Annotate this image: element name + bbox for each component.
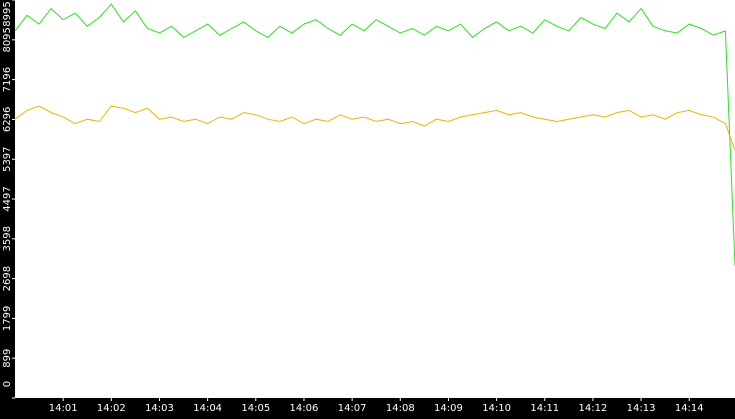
plot-area: [15, 0, 735, 398]
y-tick-label: 4497: [2, 186, 13, 211]
x-tick-label: 14:09: [434, 403, 463, 414]
x-tick-label: 14:10: [482, 403, 511, 414]
x-tick-label: 14:05: [241, 403, 270, 414]
series-line: [14, 105, 735, 151]
y-tick-label: 7196: [2, 67, 13, 92]
x-tick-label: 14:06: [290, 403, 319, 414]
x-tick-label: 14:07: [338, 403, 367, 414]
y-tick-label: 8995: [2, 1, 13, 26]
x-tick-label: 14:08: [386, 403, 415, 414]
y-tick-label: 0: [2, 381, 13, 387]
y-tick-label: 6296: [2, 107, 13, 132]
y-tick-label: 1799: [2, 306, 13, 331]
y-tick-label: 899: [2, 349, 13, 368]
y-tick-label: 3598: [2, 226, 13, 251]
x-tick-label: 14:12: [579, 403, 608, 414]
x-tick-label: 14:11: [530, 403, 559, 414]
y-tick-label: 5397: [2, 146, 13, 171]
x-tick-label: 14:01: [49, 403, 78, 414]
x-tick-label: 14:13: [627, 403, 656, 414]
x-tick-label: 14:04: [193, 403, 222, 414]
x-tick-label: 14:03: [145, 403, 174, 414]
y-tick-label: 2698: [2, 266, 13, 291]
y-tick-label: 8095: [2, 27, 13, 52]
series-line: [14, 3, 735, 266]
x-tick-label: 14:02: [97, 403, 126, 414]
x-tick-label: 14:14: [675, 403, 704, 414]
